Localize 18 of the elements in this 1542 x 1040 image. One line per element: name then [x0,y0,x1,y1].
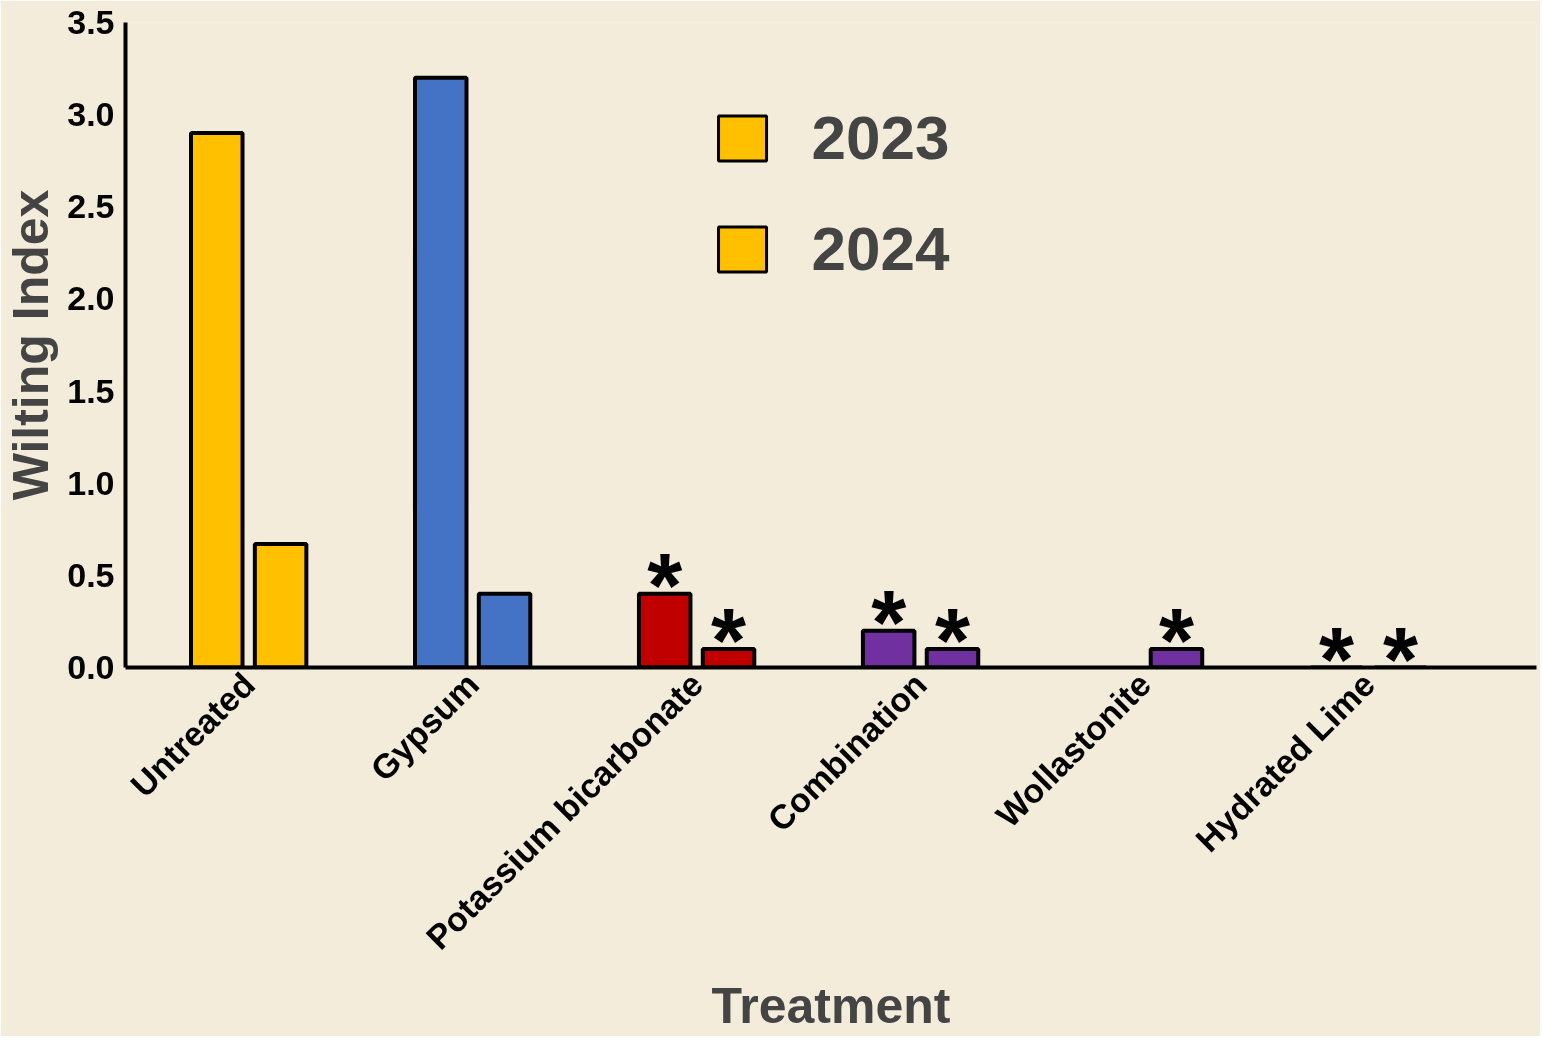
y-axis-title: Wilting Index [3,189,60,501]
y-tick-label: 3.0 [67,95,115,134]
y-tick-label: 1.0 [67,463,115,502]
x-axis-title: Treatment [711,977,951,1034]
y-tick-label: 2.0 [67,279,115,318]
annotation: * [871,572,907,673]
legend-label: 2024 [811,213,950,284]
annotation: * [647,535,683,636]
annotation: * [711,591,747,692]
y-tick-label: 0.5 [67,555,115,594]
y-tick-label: 0.0 [67,648,115,686]
legend-label: 2023 [811,102,950,173]
annotation: * [1382,609,1418,710]
y-tick-label: 1.5 [67,371,115,410]
y-tick-label: 3.5 [67,3,115,41]
y-tick-label: 2.5 [67,187,115,226]
annotation: * [1158,591,1194,692]
annotation: * [934,591,971,692]
